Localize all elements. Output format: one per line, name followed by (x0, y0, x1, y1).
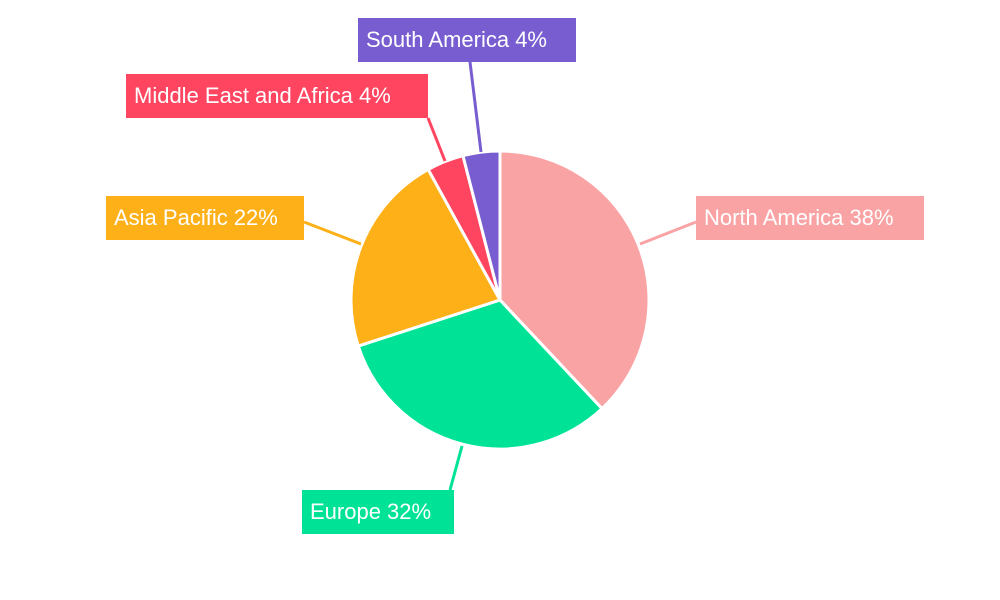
leader-line-middle-east-and-africa (426, 117, 447, 162)
pie-slice-north-america[interactable] (498, 149, 651, 411)
slice-label-south-america: South America 4% (358, 18, 576, 62)
slice-label-europe: Europe 32% (302, 490, 454, 534)
slice-label-asia-pacific: Asia Pacific 22% (106, 196, 304, 240)
slice-label-north-america: North America 38% (696, 196, 924, 240)
leader-line-europe (448, 445, 464, 491)
slice-label-middle-east-and-africa: Middle East and Africa 4% (126, 74, 428, 118)
pie-slice-south-america[interactable] (461, 149, 502, 301)
leader-line-south-america (468, 61, 483, 153)
leader-line-asia-pacific (303, 220, 362, 246)
pie-slice-europe[interactable] (356, 298, 605, 451)
pie-slice-asia-pacific[interactable] (349, 167, 503, 348)
leader-line-north-america (639, 220, 697, 246)
